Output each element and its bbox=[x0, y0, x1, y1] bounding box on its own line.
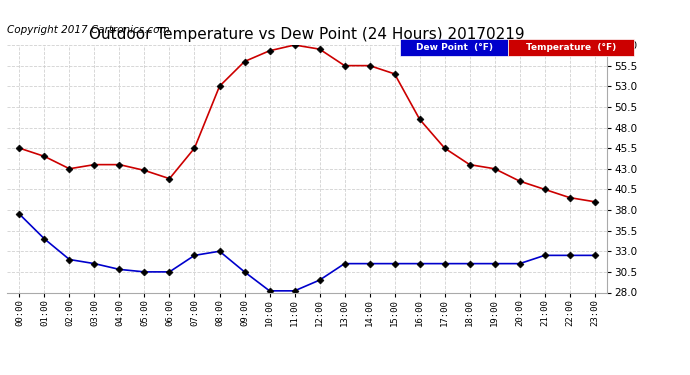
Text: Dew Point  (°F): Dew Point (°F) bbox=[415, 43, 493, 52]
Title: Outdoor Temperature vs Dew Point (24 Hours) 20170219: Outdoor Temperature vs Dew Point (24 Hou… bbox=[89, 27, 525, 42]
Text: Copyright 2017 Cartronics.com: Copyright 2017 Cartronics.com bbox=[7, 25, 170, 35]
Text: Temperature  (°F): Temperature (°F) bbox=[526, 43, 616, 52]
